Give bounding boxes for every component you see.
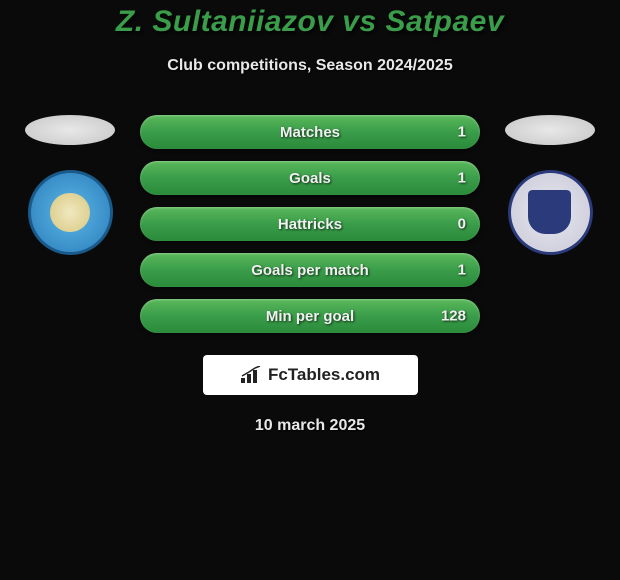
branding-text: FcTables.com: [268, 365, 380, 385]
chart-icon: [240, 366, 262, 384]
main-row: Matches 1 Goals 1 Hattricks 0 Goals per …: [0, 115, 620, 333]
stat-label: Hattricks: [278, 216, 342, 233]
branding-badge[interactable]: FcTables.com: [203, 355, 418, 395]
page-title: Z. Sultaniiazov vs Satpaev: [0, 5, 620, 39]
stats-column: Matches 1 Goals 1 Hattricks 0 Goals per …: [140, 115, 480, 333]
stat-label: Min per goal: [266, 308, 354, 325]
stat-right-value: 1: [458, 170, 466, 187]
comparison-widget: Z. Sultaniiazov vs Satpaev Club competit…: [0, 0, 620, 435]
stat-bar-matches: Matches 1: [140, 115, 480, 149]
right-club-badge: [508, 170, 593, 255]
stat-label: Goals: [289, 170, 331, 187]
stat-bar-goals: Goals 1: [140, 161, 480, 195]
stat-bar-hattricks: Hattricks 0: [140, 207, 480, 241]
left-player-column: [20, 115, 120, 255]
left-player-placeholder: [25, 115, 115, 145]
stat-bar-goals-per-match: Goals per match 1: [140, 253, 480, 287]
date-text: 10 march 2025: [0, 417, 620, 435]
stat-right-value: 1: [458, 262, 466, 279]
stat-label: Matches: [280, 124, 340, 141]
stat-label: Goals per match: [251, 262, 369, 279]
stat-right-value: 128: [441, 308, 466, 325]
right-player-placeholder: [505, 115, 595, 145]
left-club-badge: [28, 170, 113, 255]
right-player-column: [500, 115, 600, 255]
stat-right-value: 0: [458, 216, 466, 233]
subtitle: Club competitions, Season 2024/2025: [0, 57, 620, 75]
stat-bar-min-per-goal: Min per goal 128: [140, 299, 480, 333]
stat-right-value: 1: [458, 124, 466, 141]
